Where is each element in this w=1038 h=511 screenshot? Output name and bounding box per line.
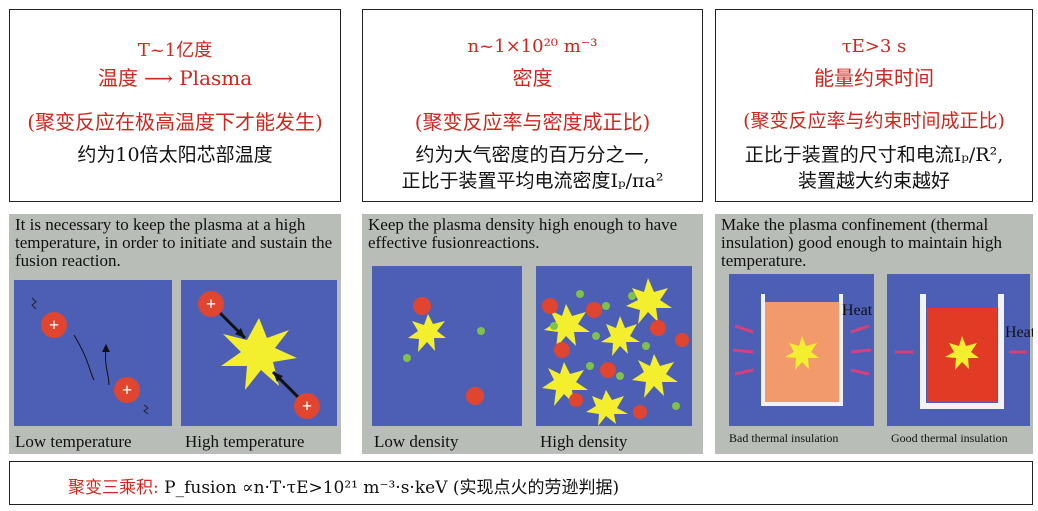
good-insulation-caption: Good thermal insulation (891, 431, 1008, 445)
high-temperature-figure: + + (198, 291, 320, 419)
high-density-square (536, 266, 692, 426)
confinement-box: τE>3 s 能量约束时间 (聚变反应率与约束时间成正比) 正比于装置的尺寸和电… (715, 9, 1033, 202)
ion-icon (633, 405, 647, 419)
good-insulation-square (887, 274, 1030, 426)
svg-text:+: + (206, 294, 216, 314)
fusion-star-icon (408, 314, 446, 352)
ion-icon (114, 377, 140, 403)
density-panel: Keep the plasma density high enough to h… (362, 214, 703, 454)
temperature-desc: 约为10倍太阳芯部温度 (77, 144, 273, 166)
low-temperature-square: + + (14, 280, 172, 426)
fusion-star-icon (544, 304, 590, 348)
svg-text:+: + (302, 396, 312, 416)
temperature-panel-text: It is necessary to keep the plasma at a … (15, 215, 333, 270)
green-dot (576, 290, 584, 298)
fusion-star-icon (542, 362, 588, 406)
confinement-heading: 能量约束时间 (814, 66, 934, 90)
fusion-star-icon (586, 390, 628, 426)
low-temperature-figure: + + (31, 297, 149, 415)
ion-icon (675, 333, 689, 347)
density-value: n~1×10²⁰ m⁻³ (467, 36, 598, 57)
lawson-criterion-note: (实现点火的劳逊判据) (452, 478, 620, 498)
temperature-panel: It is necessary to keep the plasma at a … (9, 214, 341, 454)
triple-product-label: 聚变三乘积: (68, 478, 159, 498)
temperature-box: T~1亿度 温度 ⟶ Plasma (聚变反应在极高温度下才能发生) 约为10倍… (9, 9, 341, 202)
bad-insulation-figure (732, 294, 872, 406)
fusion-star-icon (221, 318, 297, 390)
ion-icon (586, 302, 602, 318)
green-dot (602, 302, 610, 310)
confinement-desc-line1: 正比于装置的尺寸和电流Iₚ/R², (744, 144, 1004, 166)
low-density-square (372, 266, 522, 426)
high-temperature-caption: High temperature (185, 432, 305, 451)
green-dot (628, 292, 636, 300)
density-note: (聚变反应率与密度成正比) (414, 110, 651, 134)
ion-icon (198, 291, 224, 317)
high-density-caption: High density (540, 432, 628, 451)
confinement-panel-text: Make the plasma confinement (thermal ins… (721, 215, 1002, 270)
green-dot (672, 402, 680, 410)
green-dot (592, 332, 600, 340)
ion-icon (600, 362, 616, 378)
green-dot (642, 342, 650, 350)
confinement-value: τE>3 s (841, 36, 907, 57)
bad-insulation-caption: Bad thermal insulation (729, 431, 839, 445)
low-density-figure (403, 297, 485, 405)
green-dot (477, 327, 485, 335)
high-density-figure (542, 278, 689, 426)
triple-product-box: 聚变三乘积: P_fusion ∝n·T·τE>10²¹ m⁻³·s·keV (… (9, 461, 1033, 505)
green-dot (550, 322, 558, 330)
fusion-star-icon (626, 278, 672, 324)
fusion-star-icon (601, 316, 640, 356)
bad-insulation-square (729, 274, 874, 426)
ion-icon (413, 297, 431, 315)
heat-label-right: Heat (1005, 324, 1033, 341)
temperature-value: T~1亿度 (137, 40, 213, 61)
ion-icon (466, 387, 484, 405)
temperature-note: (聚变反应在极高温度下才能发生) (27, 110, 323, 134)
low-temperature-caption: Low temperature (15, 432, 132, 451)
svg-text:+: + (122, 380, 132, 400)
temperature-heading: 温度 ⟶ Plasma (97, 66, 253, 90)
confinement-panel: Make the plasma confinement (thermal ins… (715, 214, 1033, 454)
density-box: n~1×10²⁰ m⁻³ 密度 (聚变反应率与密度成正比) 约为大气密度的百万分… (362, 9, 703, 202)
density-desc-line2: 正比于装置平均电流密度Iₚ/πa² (401, 170, 664, 192)
green-dot (586, 362, 594, 370)
ion-icon (650, 320, 666, 336)
confinement-desc-line2: 装置越大约束越好 (797, 170, 950, 192)
fusion-star-icon (632, 354, 678, 398)
confinement-desc: 正比于装置的尺寸和电流Iₚ/R², 装置越大约束越好 (716, 142, 1032, 194)
high-temperature-square: + + (181, 280, 337, 426)
good-insulation-figure (895, 294, 1027, 409)
heat-label-left: Heat (842, 302, 873, 319)
triple-product-expression: P_fusion ∝n·T·τE>10²¹ m⁻³·s·keV (164, 478, 448, 498)
green-dot (616, 372, 624, 380)
density-desc-line1: 约为大气密度的百万分之一, (415, 144, 650, 166)
low-density-caption: Low density (374, 432, 459, 451)
confinement-note: (聚变反应率与约束时间成正比) (743, 110, 1005, 132)
density-desc: 约为大气密度的百万分之一, 正比于装置平均电流密度Iₚ/πa² (363, 142, 702, 194)
triple-product-formula: 聚变三乘积: P_fusion ∝n·T·τE>10²¹ m⁻³·s·keV (… (68, 473, 619, 498)
ion-icon (41, 312, 67, 338)
fusion-star-icon (945, 336, 979, 370)
fusion-star-icon (785, 336, 819, 370)
ion-icon (294, 393, 320, 419)
green-dot (403, 354, 411, 362)
ion-icon (542, 298, 558, 314)
ion-icon (554, 342, 570, 358)
density-panel-text: Keep the plasma density high enough to h… (368, 215, 678, 252)
svg-text:+: + (49, 315, 59, 335)
density-heading: 密度 (512, 66, 553, 90)
ion-icon (569, 393, 583, 407)
